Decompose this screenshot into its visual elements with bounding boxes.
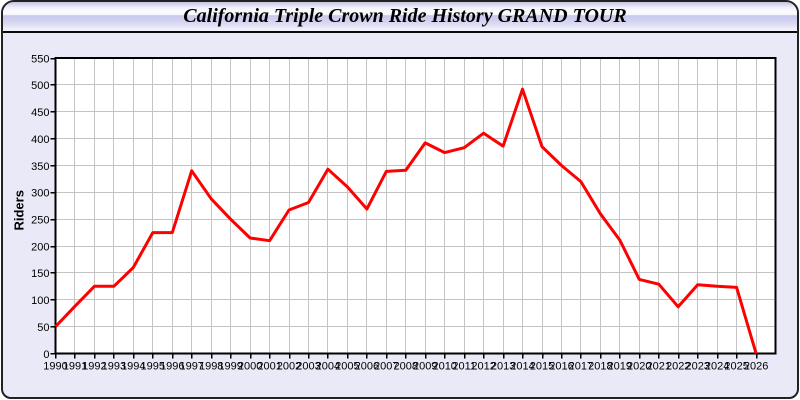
svg-text:2021: 2021	[647, 361, 671, 373]
svg-text:50: 50	[37, 322, 49, 334]
svg-text:2022: 2022	[666, 361, 690, 373]
svg-text:300: 300	[31, 188, 49, 200]
svg-text:2016: 2016	[549, 361, 573, 373]
svg-text:2014: 2014	[510, 361, 534, 373]
svg-text:2001: 2001	[257, 361, 281, 373]
svg-text:2017: 2017	[569, 361, 593, 373]
svg-text:2011: 2011	[452, 361, 476, 373]
svg-text:1993: 1993	[102, 361, 126, 373]
svg-text:2002: 2002	[277, 361, 301, 373]
svg-text:100: 100	[31, 295, 49, 307]
svg-text:2000: 2000	[238, 361, 262, 373]
svg-text:Riders: Riders	[12, 190, 27, 230]
svg-text:1997: 1997	[179, 361, 203, 373]
svg-text:2003: 2003	[296, 361, 320, 373]
svg-text:2015: 2015	[530, 361, 554, 373]
svg-text:2013: 2013	[491, 361, 515, 373]
svg-text:2008: 2008	[394, 361, 418, 373]
svg-text:2020: 2020	[627, 361, 651, 373]
svg-text:2006: 2006	[355, 361, 379, 373]
svg-text:450: 450	[31, 107, 49, 119]
svg-text:2007: 2007	[374, 361, 398, 373]
svg-text:2004: 2004	[316, 361, 340, 373]
svg-text:2024: 2024	[705, 361, 729, 373]
svg-text:2005: 2005	[335, 361, 359, 373]
svg-text:550: 550	[31, 53, 49, 65]
svg-text:500: 500	[31, 80, 49, 92]
svg-text:1995: 1995	[141, 361, 165, 373]
svg-text:1990: 1990	[43, 361, 67, 373]
svg-text:2018: 2018	[588, 361, 612, 373]
svg-text:2025: 2025	[724, 361, 748, 373]
svg-text:1992: 1992	[82, 361, 106, 373]
svg-text:350: 350	[31, 161, 49, 173]
svg-text:1998: 1998	[199, 361, 223, 373]
svg-text:2023: 2023	[685, 361, 709, 373]
svg-text:1996: 1996	[160, 361, 184, 373]
svg-text:2026: 2026	[744, 361, 768, 373]
svg-text:2010: 2010	[432, 361, 456, 373]
svg-text:0: 0	[43, 349, 49, 361]
svg-text:2009: 2009	[413, 361, 437, 373]
svg-text:250: 250	[31, 215, 49, 227]
svg-text:1999: 1999	[218, 361, 242, 373]
svg-text:400: 400	[31, 134, 49, 146]
svg-text:1994: 1994	[121, 361, 145, 373]
svg-text:2019: 2019	[608, 361, 632, 373]
svg-text:1991: 1991	[63, 361, 87, 373]
svg-text:150: 150	[31, 268, 49, 280]
svg-text:2012: 2012	[471, 361, 495, 373]
svg-text:200: 200	[31, 241, 49, 253]
